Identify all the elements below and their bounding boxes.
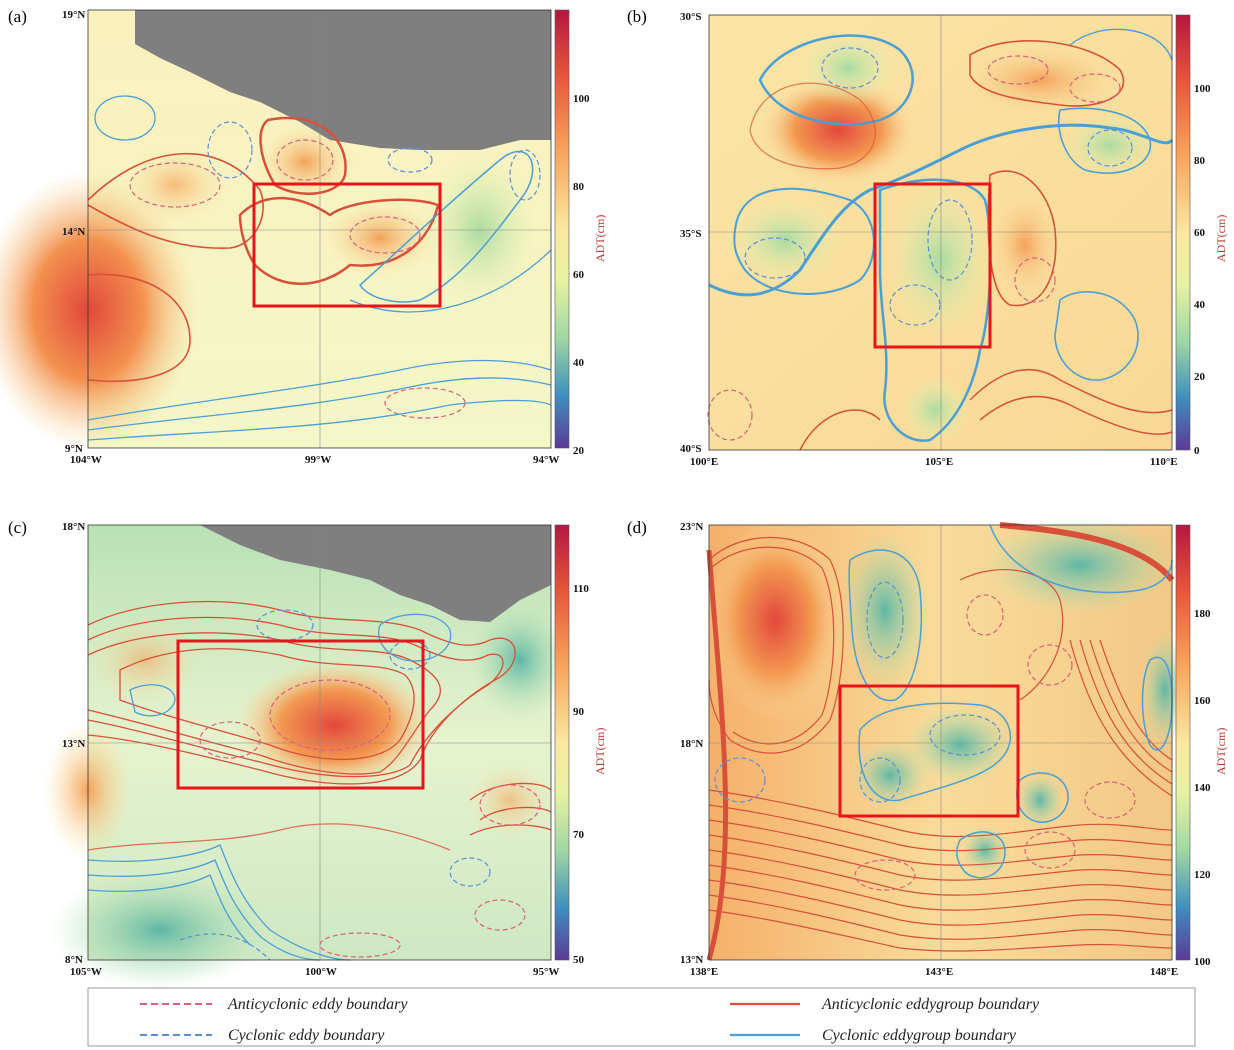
legend-anticyclonic-eddy: Anticyclonic eddy boundary [227,996,408,1013]
panel-a-ytick-0: 19°N [62,9,85,21]
panel-c-xtick-0: 105°W [70,966,102,978]
panel-b-ytick-2: 40°S [680,443,702,455]
panel-a-ytick-2: 9°N [65,443,83,455]
panel-b-xtick-2: 110°E [1150,456,1178,468]
panel-c-land [200,525,551,622]
panel-c: (c) [8,518,607,990]
panel-c-cbtick-2: 70 [573,829,585,841]
panel-a-cbtick-0: 100 [573,93,590,105]
panel-c-ytick-0: 18°N [62,521,85,533]
legend-cyclonic-eddy: Cyclonic eddy boundary [228,1027,385,1044]
panel-c-cbtick-0: 110 [573,583,589,595]
legend: Anticyclonic eddy boundary Cyclonic eddy… [87,987,1196,1047]
panel-d-map [705,515,1190,961]
panel-b-label: (b) [627,7,647,26]
panel-b-highlight-box [873,182,992,349]
panel-b-colorbar: 100 80 60 40 20 0 ADT(cm) [1175,14,1228,457]
panel-b-cblabel: ADT(cm) [1214,215,1228,262]
panel-a-colorbar: 100 80 60 40 20 ADT(cm) [554,9,607,457]
legend-anticyclonic-group: Anticyclonic eddygroup boundary [821,996,1040,1013]
panel-d-cbtick-0: 180 [1194,608,1211,620]
panel-b-cbtick-0: 100 [1194,83,1211,95]
panel-c-xtick-1: 100°W [305,966,337,978]
panel-d-highlight-box [838,684,1020,818]
panel-d-cblabel: ADT(cm) [1214,728,1228,775]
panel-a-highlight-box [252,182,442,308]
panel-d-label: (d) [627,518,647,537]
panel-a-xtick-2: 94°W [533,454,559,466]
panel-c-ytick-1: 13°N [62,738,85,750]
panel-b-cbtick-2: 60 [1194,227,1206,239]
panel-c-highlight-box [176,639,425,790]
panel-b-cbtick-1: 80 [1194,155,1206,167]
panel-c-cbtick-3: 50 [573,954,585,966]
panel-d-cbtick-4: 100 [1194,956,1211,968]
panel-a-land [135,10,551,150]
panel-b: (b) [627,7,1228,468]
panel-a-xtick-0: 104°W [70,454,102,466]
panel-d-xtick-0: 138°E [690,966,718,978]
panel-a: (a) [0,7,607,466]
panel-a-cbtick-3: 40 [573,357,585,369]
legend-cyclonic-group: Cyclonic eddygroup boundary [822,1027,1017,1044]
panel-b-xtick-0: 100°E [690,456,718,468]
panel-a-ytick-1: 14°N [62,226,85,238]
panel-a-cbtick-2: 60 [573,269,585,281]
panel-b-xtick-1: 105°E [925,456,953,468]
panel-c-ytick-2: 8°N [65,954,83,966]
panel-c-cbtick-1: 90 [573,706,585,718]
panel-b-cbtick-5: 0 [1194,445,1200,457]
panel-a-cbtick-4: 20 [573,445,585,457]
panel-b-cbtick-4: 20 [1194,371,1206,383]
panel-b-ytick-0: 30°S [680,11,702,23]
panel-d-ytick-1: 18°N [680,738,703,750]
panel-d-cbtick-3: 120 [1194,869,1211,881]
panel-d-xtick-2: 148°E [1150,966,1178,978]
panel-c-xtick-2: 95°W [533,966,559,978]
panel-a-label: (a) [8,7,27,26]
panel-a-cbtick-1: 80 [573,181,585,193]
panel-a-map [0,9,552,450]
panel-c-label: (c) [8,518,27,537]
panel-a-xtick-1: 99°W [305,454,331,466]
panel-b-map [707,14,1174,451]
panel-c-cblabel: ADT(cm) [593,728,607,775]
panel-d-ytick-0: 23°N [680,521,703,533]
panel-a-cblabel: ADT(cm) [593,215,607,262]
panel-d-xtick-1: 143°E [925,966,953,978]
panel-d-ytick-2: 13°N [680,954,703,966]
panel-b-cbtick-3: 40 [1194,299,1206,311]
panel-b-ytick-1: 35°S [680,228,702,240]
panel-d: (d) [627,515,1228,978]
panel-c-map [43,524,570,990]
panel-d-colorbar: 180 160 140 120 100 ADT(cm) [1175,524,1228,968]
panel-d-cbtick-2: 140 [1194,782,1211,794]
panel-c-colorbar: 110 90 70 50 ADT(cm) [554,524,607,966]
panel-d-cbtick-1: 160 [1194,695,1211,707]
